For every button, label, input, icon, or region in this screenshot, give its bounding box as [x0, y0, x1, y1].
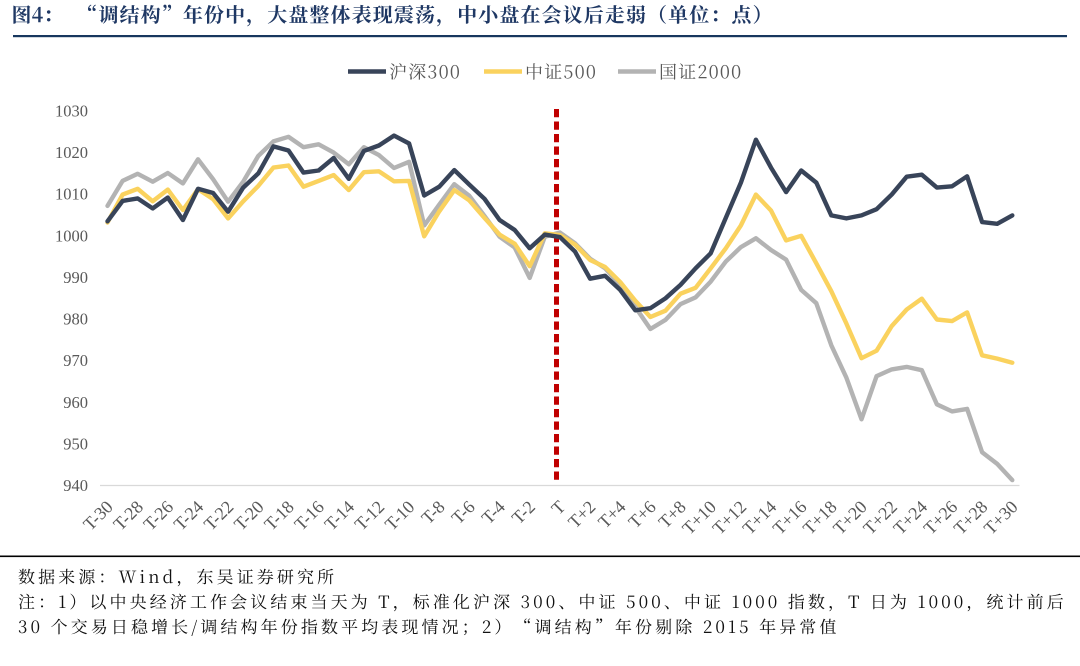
svg-text:990: 990 — [63, 268, 88, 287]
svg-text:960: 960 — [63, 393, 88, 412]
svg-text:1020: 1020 — [55, 143, 88, 162]
svg-text:1010: 1010 — [55, 185, 88, 204]
svg-text:980: 980 — [63, 310, 88, 329]
svg-text:1000: 1000 — [55, 226, 88, 245]
svg-text:970: 970 — [63, 351, 88, 370]
svg-text:950: 950 — [63, 434, 88, 453]
svg-text:940: 940 — [63, 476, 88, 495]
svg-text:1030: 1030 — [55, 102, 88, 121]
